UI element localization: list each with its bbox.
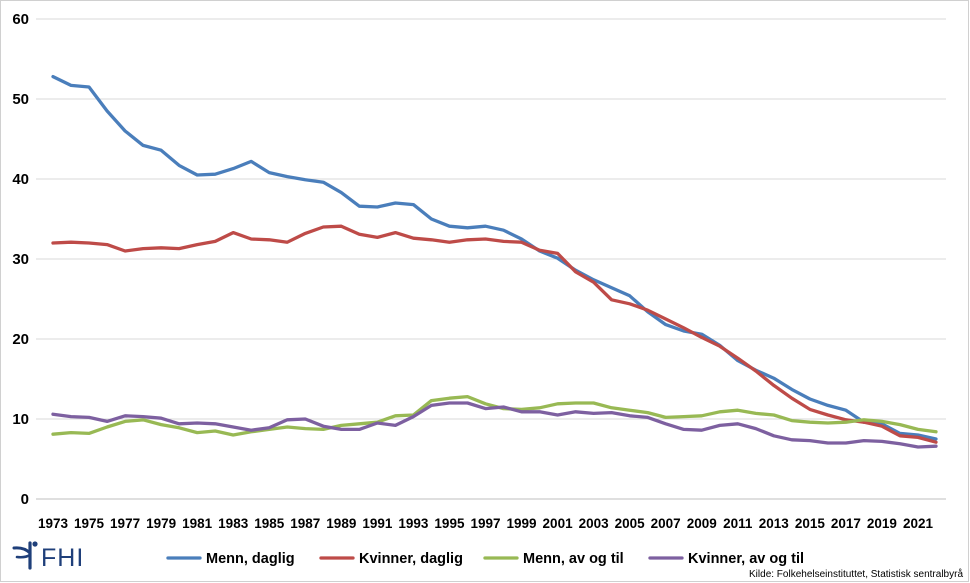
y-tick-label: 20 xyxy=(12,331,29,348)
x-tick-label: 1995 xyxy=(434,516,465,531)
y-tick-label: 40 xyxy=(12,171,29,188)
x-tick-label: 1993 xyxy=(398,516,429,531)
x-tick-label: 1989 xyxy=(326,516,356,531)
x-tick-label: 2009 xyxy=(687,516,717,531)
x-tick-label: 1985 xyxy=(254,516,285,531)
y-tick-label: 10 xyxy=(12,411,29,428)
x-tick-label: 1987 xyxy=(290,516,320,531)
y-tick-label: 0 xyxy=(21,491,29,508)
legend-label: Kvinner, av og til xyxy=(688,551,804,567)
fhi-logo: FHI xyxy=(12,541,84,572)
x-tick-label: 2007 xyxy=(651,516,681,531)
x-tick-label: 1975 xyxy=(74,516,105,531)
x-tick-label: 1973 xyxy=(38,516,69,531)
grid-lines xyxy=(36,18,946,500)
fhi-logo-text: FHI xyxy=(41,544,84,572)
x-tick-label: 1981 xyxy=(182,516,213,531)
y-tick-label: 50 xyxy=(12,91,29,108)
series-line-menn-daglig xyxy=(51,74,938,441)
source-note: Kilde: Folkehelseinstituttet, Statistisk… xyxy=(749,568,963,580)
x-tick-label: 2015 xyxy=(795,516,826,531)
x-tick-label: 2005 xyxy=(615,516,646,531)
x-tick-label: 1991 xyxy=(362,516,393,531)
legend: Menn, daglig Kvinner, daglig Menn, av og t… xyxy=(166,551,804,567)
legend-label: Kvinner, daglig xyxy=(359,551,463,567)
x-tick-label: 1999 xyxy=(507,516,537,531)
x-tick-label: 2021 xyxy=(903,516,934,531)
y-axis-ticks: 0 10 20 30 40 50 60 xyxy=(12,11,29,508)
x-tick-label: 2011 xyxy=(723,516,753,531)
x-tick-label: 2019 xyxy=(867,516,897,531)
x-tick-label: 2017 xyxy=(831,516,861,531)
series-lines xyxy=(51,74,938,449)
y-tick-label: 30 xyxy=(12,251,29,268)
x-tick-label: 1997 xyxy=(470,516,500,531)
x-tick-label: 1977 xyxy=(110,516,140,531)
y-tick-label: 60 xyxy=(12,11,29,28)
series-line-kvinner-daglig xyxy=(51,224,938,444)
x-axis-ticks: 1973 1975 1977 1979 1981 1983 1985 1987 1989 1991… xyxy=(38,516,934,531)
x-tick-label: 1983 xyxy=(218,516,249,531)
series-line-kvinner-av-og-til xyxy=(51,401,938,449)
x-tick-label: 2003 xyxy=(579,516,610,531)
x-tick-label: 2001 xyxy=(543,516,574,531)
x-tick-label: 1979 xyxy=(146,516,176,531)
legend-label: Menn, daglig xyxy=(206,551,295,567)
legend-label: Menn, av og til xyxy=(523,551,624,567)
fhi-logo-icon xyxy=(12,541,38,570)
x-tick-label: 2013 xyxy=(759,516,790,531)
